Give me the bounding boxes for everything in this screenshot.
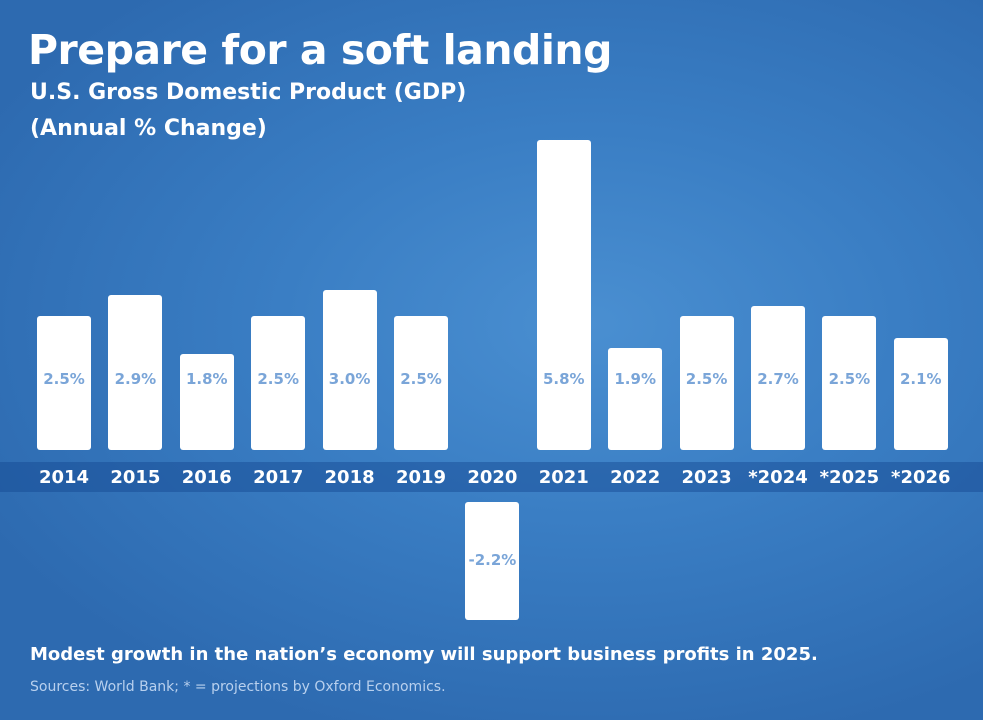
bar-value-label: 2.5% [828, 370, 871, 388]
bar-value-label: 2.1% [899, 370, 942, 388]
chart-subtitle-units: (Annual % Change) [30, 116, 267, 141]
bar-value-label: 2.5% [257, 370, 299, 388]
footnote: Modest growth in the nation’s economy wi… [30, 644, 818, 665]
x-tick-label: 2020 [467, 467, 518, 488]
bar-2018 [322, 289, 377, 450]
bar-2023 [679, 316, 734, 450]
bar-2014 [37, 316, 91, 450]
source-note: Sources: World Bank; * = projections by … [30, 679, 446, 695]
bar-2022 [608, 348, 663, 450]
x-tick-label: 2017 [253, 467, 304, 488]
x-tick-label: 2016 [181, 467, 232, 488]
bar-2015 [108, 294, 163, 450]
x-tick-label: *2026 [891, 467, 951, 488]
bar-value-label: 2.7% [757, 370, 799, 388]
bar-value-label: 2.5% [400, 370, 442, 388]
x-tick-label: 2023 [681, 467, 732, 488]
bar-value-label: 2.5% [685, 370, 728, 388]
x-tick-label: 2022 [610, 467, 661, 488]
x-tick-label: 2018 [324, 467, 375, 488]
bar-proj-2026 [893, 337, 948, 450]
bar-value-label: 5.8% [542, 370, 585, 388]
bar-value-label: -2.2% [468, 550, 517, 569]
bar-2019 [394, 316, 448, 450]
bar-2020 [465, 502, 520, 620]
year-axis-band [0, 462, 983, 492]
bar-proj-2024 [751, 305, 805, 450]
x-tick-label: 2019 [395, 467, 447, 488]
x-tick-label: 2015 [110, 467, 161, 488]
bar-value-label: 3.0% [328, 370, 371, 388]
bar-value-label: 1.9% [614, 370, 656, 388]
chart-subtitle: U.S. Gross Domestic Product (GDP) [30, 80, 467, 105]
bar-2016 [179, 353, 234, 450]
bar-2021 [536, 139, 591, 450]
x-tick-label: 2014 [38, 467, 90, 488]
bar-proj-2025 [822, 316, 877, 450]
chart-title: Prepare for a soft landing [28, 26, 612, 74]
x-tick-label: *2025 [819, 467, 880, 488]
bar-value-label: 1.8% [185, 370, 228, 388]
x-tick-label: 2021 [538, 467, 589, 488]
x-tick-label: *2024 [748, 467, 808, 488]
bar-value-label: 2.9% [114, 370, 157, 388]
bar-2017 [251, 316, 306, 450]
bar-value-label: 2.5% [43, 370, 85, 388]
